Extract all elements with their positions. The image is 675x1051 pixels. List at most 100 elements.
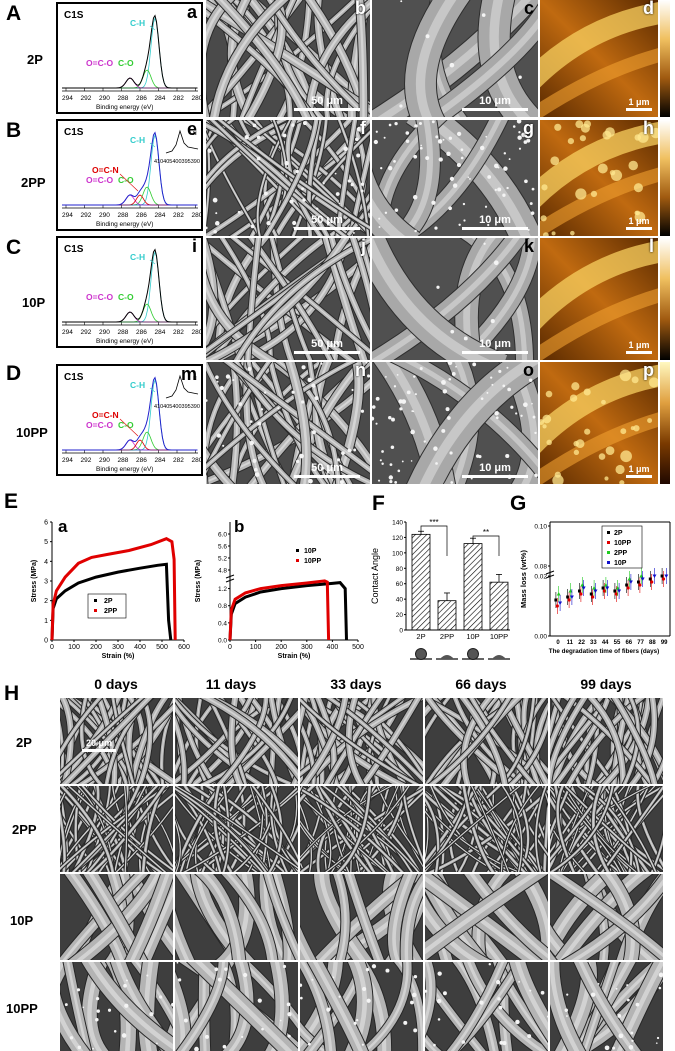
legend-label-10P: 10P (614, 560, 627, 567)
svg-text:282: 282 (173, 212, 184, 219)
sem-low-image-10PP: n 50 μm (206, 362, 370, 484)
svg-text:288: 288 (118, 212, 129, 219)
xps-c1s-spectrum-2PP: C1S 294 292 290 288 286 284 282 280 Binding energ… (56, 119, 203, 231)
afm-image-10PP: p 1 μm (540, 362, 658, 484)
legend-marker-10P (296, 549, 299, 552)
degradation-sem-2PP-33-days (300, 786, 423, 872)
afm-image-10P: l 1 μm (540, 238, 658, 360)
scale-bar: 10 μm (462, 95, 528, 111)
sublabel-j: j (360, 238, 366, 256)
sublabel-l: l (648, 238, 654, 256)
sem-low-image-2PP: f 50 μm (206, 120, 370, 236)
xtick-label: 0 (50, 644, 54, 651)
legend-label-2PP: 2PP (614, 550, 628, 557)
ytick-label: 0.08 (534, 564, 547, 571)
svg-text:O=C-N: O=C-N (92, 165, 119, 175)
afm-image-2P: d 1 μm (540, 0, 658, 117)
svg-text:C-O: C-O (118, 292, 134, 302)
scale-bar-label: 50 μm (311, 95, 343, 107)
afm-image-2PP: h 1 μm (540, 120, 658, 236)
svg-text:286: 286 (136, 329, 147, 336)
afm-height-colorbar (660, 0, 670, 117)
point-2P (660, 574, 664, 578)
degradation-sem-2PP-66-days (425, 786, 548, 872)
scale-bar: 1 μm (626, 464, 652, 478)
bar-10PP (489, 581, 509, 631)
svg-text:Binding energy (eV): Binding energy (eV) (96, 466, 153, 473)
xtick-label: 44 (602, 640, 609, 646)
row-label-2P: 2P (27, 52, 43, 67)
degradation-sem-2PP-99-days (550, 786, 663, 872)
point-10PP (661, 577, 666, 581)
legend-marker-2PP (94, 609, 97, 612)
scale-bar: 10 μm (462, 462, 528, 478)
svg-text:286: 286 (136, 457, 147, 464)
sublabel-Eb: b (234, 517, 244, 536)
scale-bar-label: 10 μm (479, 462, 511, 474)
xtick-label: 33 (590, 640, 597, 646)
point-2PP (627, 577, 632, 581)
scale-bar-label: 1 μm (628, 464, 650, 474)
ytick-label: 80 (396, 566, 404, 573)
degradation-sem-10P-0-days (60, 874, 173, 960)
scale-bar-label: 1 μm (628, 340, 650, 350)
x-axis-label: The degradation time of fibers (days) (549, 648, 660, 655)
scale-bar-label: 1 μm (628, 97, 650, 107)
xtick-label: 0 (556, 640, 560, 646)
scale-bar-line (294, 227, 360, 230)
stress-strain-chart-a: 0 1 2 3 4 5 6 0 100 200 300 400 500 600 Strain (%) Stre… (0, 510, 190, 660)
ytick-label: 6 (44, 520, 48, 527)
legend-marker-10PP (607, 541, 610, 544)
row-label-2PP: 2PP (21, 175, 46, 190)
scale-bar-line (462, 227, 528, 230)
svg-text:C-H: C-H (130, 18, 145, 28)
degradation-sem-2P-0-days: 20 μm (60, 698, 173, 784)
legend-label-10PP: 10PP (304, 558, 321, 565)
mass-loss-chart: 0.00 0.02 0.08 0.10 0 11 22 33 44 55 66 77 88 99 The d… (514, 510, 675, 660)
h-row-label-2PP: 2PP (12, 822, 37, 837)
sublabel-b: b (355, 0, 366, 18)
svg-text:284: 284 (155, 95, 166, 102)
point-2PP (603, 583, 608, 587)
ytick-label: 0.8 (218, 603, 227, 610)
svg-text:C1S: C1S (64, 372, 84, 383)
ytick-label: 20 (396, 612, 404, 619)
degradation-sem-10PP-66-days (425, 962, 548, 1051)
ytick-label: 3 (44, 579, 48, 586)
xtick-label: 11 (567, 640, 574, 646)
svg-text:286: 286 (136, 95, 147, 102)
svg-text:288: 288 (118, 95, 129, 102)
degradation-sem-2PP-0-days (60, 786, 173, 872)
panel-label-G: G (510, 492, 527, 515)
sublabel-o: o (523, 362, 534, 380)
row-label-10P: 10P (22, 295, 46, 310)
scale-bar: 50 μm (294, 214, 360, 230)
panel-label-B: B (6, 119, 22, 142)
svg-text:284: 284 (155, 329, 166, 336)
svg-text:288: 288 (118, 457, 129, 464)
svg-text:C-H: C-H (130, 380, 145, 390)
scale-bar: 50 μm (294, 338, 360, 354)
scale-bar-label: 10 μm (479, 214, 511, 226)
xtick-label: 500 (156, 644, 168, 651)
sublabel-h: h (643, 120, 654, 138)
scale-bar: 50 μm (294, 462, 360, 478)
scale-bar: 1 μm (626, 340, 652, 354)
svg-text:N: N (193, 131, 197, 137)
svg-text:292: 292 (81, 329, 92, 336)
legend-marker-2P (607, 531, 610, 534)
point-10P (605, 586, 610, 590)
droplet-icon (492, 655, 506, 659)
scale-bar-line (462, 475, 528, 478)
xtick-label: 100 (68, 644, 80, 651)
point-10PP (626, 586, 630, 590)
ytick-label: 0.02 (534, 574, 547, 581)
ytick-label: 6.0 (218, 532, 227, 539)
series-line-2P (50, 562, 173, 641)
xps-c1s-spectrum-2P: C1S 294 292 290 288 286 284 282 280 Binding energ… (56, 2, 203, 114)
scale-bar-line (626, 227, 652, 230)
legend-label-2P: 2P (614, 530, 623, 537)
ytick-label: 0 (44, 638, 48, 645)
h-header-3: 66 days (455, 676, 507, 692)
svg-text:282: 282 (173, 457, 184, 464)
